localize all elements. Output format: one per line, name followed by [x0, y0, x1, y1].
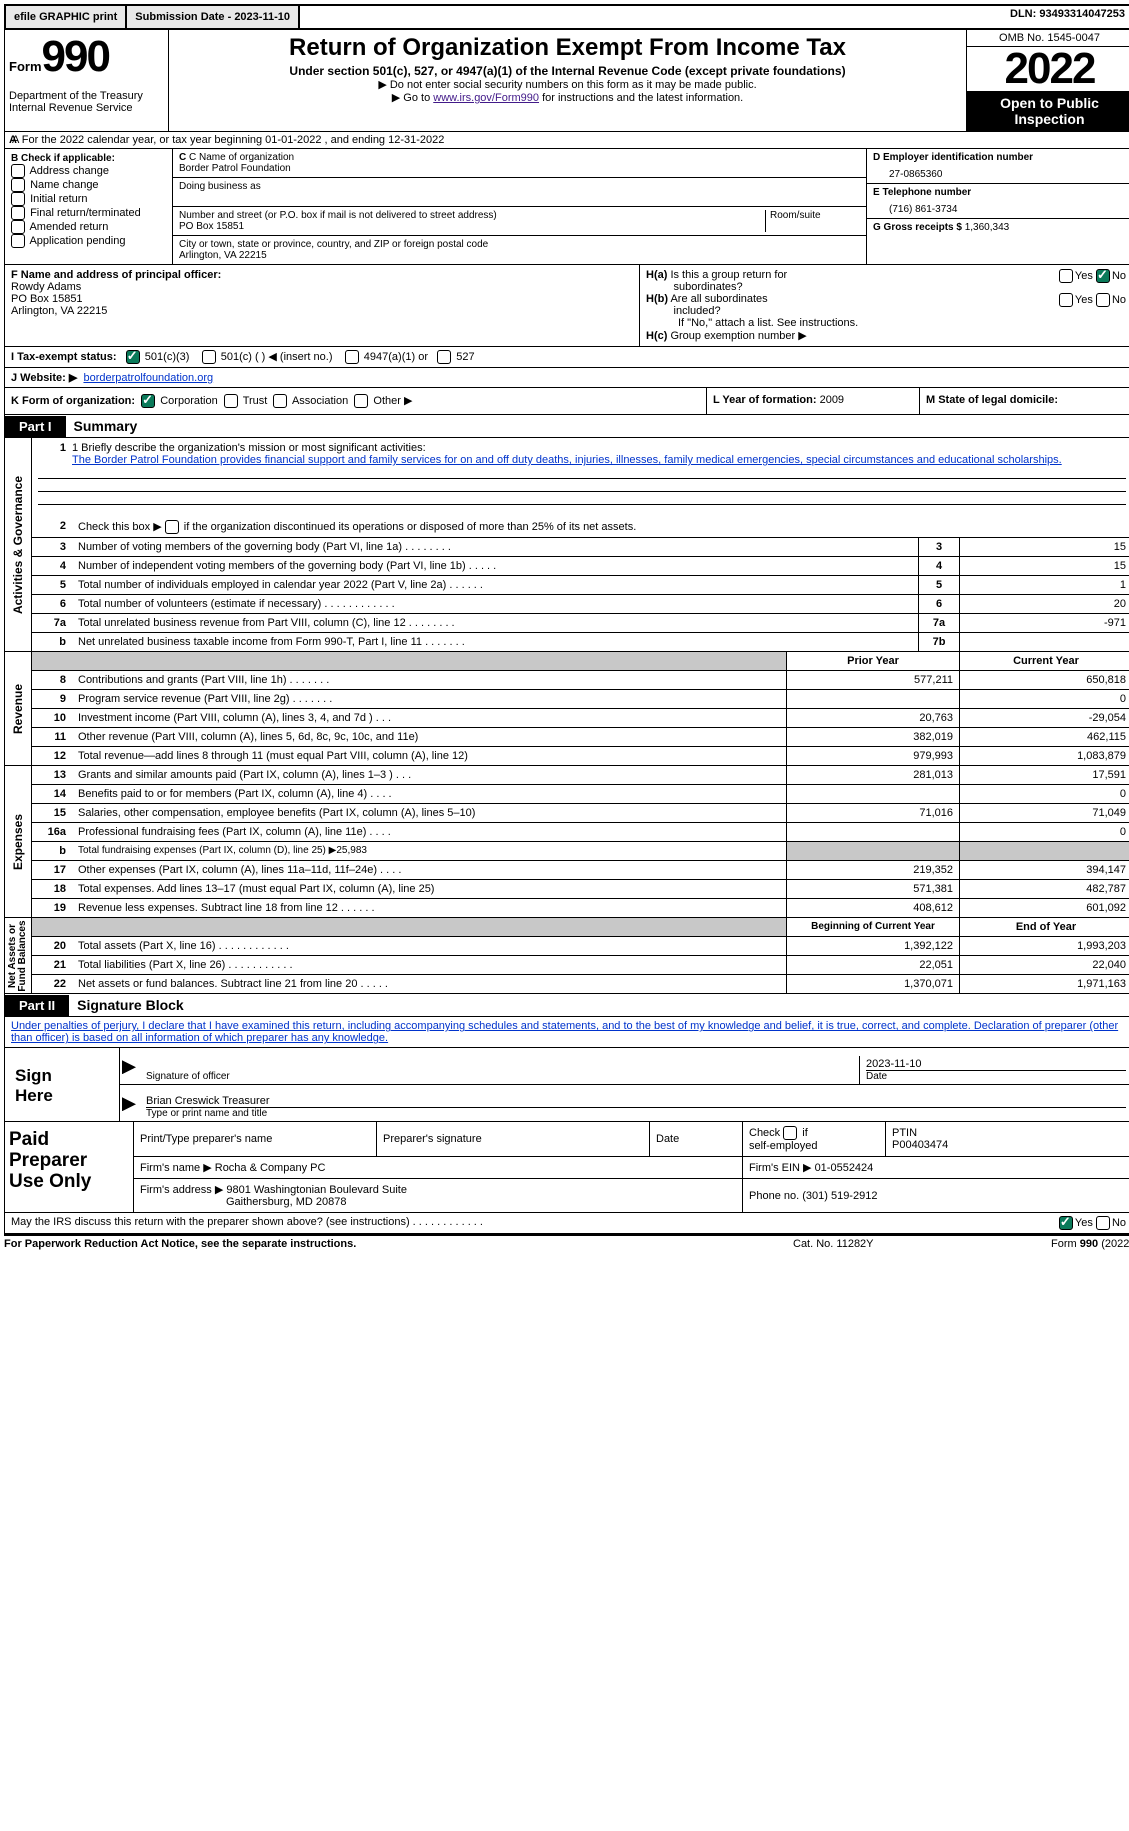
sign-date: 2023-11-10	[866, 1058, 1126, 1071]
dln-number: DLN: 93493314047253	[1004, 6, 1129, 28]
expenses-section: Expenses 13Grants and similar amounts pa…	[4, 766, 1129, 918]
vert-net: Net Assets orFund Balances	[8, 920, 28, 991]
check-initial-return[interactable]	[11, 192, 25, 206]
dept-treasury: Department of the TreasuryInternal Reven…	[9, 90, 164, 114]
spacer	[300, 6, 1004, 28]
hb-no[interactable]	[1096, 293, 1110, 307]
phone-value: (716) 861-3734	[873, 198, 1126, 215]
header-left: Form990 Department of the TreasuryIntern…	[5, 30, 169, 131]
check-pending[interactable]	[11, 234, 25, 248]
vert-exp: Expenses	[11, 814, 25, 870]
part1-title: Summary	[66, 415, 146, 437]
hb-yes[interactable]	[1059, 293, 1073, 307]
form-title: Return of Organization Exempt From Incom…	[175, 34, 960, 62]
street-value: PO Box 15851	[179, 221, 765, 232]
check-501c3[interactable]	[126, 350, 140, 364]
city-value: Arlington, VA 22215	[179, 250, 860, 261]
irs-link[interactable]: www.irs.gov/Form990	[433, 92, 539, 104]
org-name-label: C C Name of organization	[179, 152, 860, 163]
note-ssn: ▶ Do not enter social security numbers o…	[175, 78, 960, 91]
check-name-change[interactable]	[11, 178, 25, 192]
check-discontinued[interactable]	[165, 520, 179, 534]
top-toolbar: efile GRAPHIC print Submission Date - 20…	[4, 4, 1129, 30]
paperwork-notice: For Paperwork Reduction Act Notice, see …	[4, 1238, 793, 1250]
group-return: H(a) Is this a group return for subordin…	[639, 265, 1129, 346]
col-d-employer: D Employer identification number 27-0865…	[866, 149, 1129, 264]
efile-print-button[interactable]: efile GRAPHIC print	[6, 6, 127, 28]
tax-year: 2022	[967, 47, 1129, 91]
check-trust[interactable]	[224, 394, 238, 408]
arrow-icon	[122, 1097, 136, 1111]
discuss-no[interactable]	[1096, 1216, 1110, 1230]
preparer-sig: Preparer's signature	[377, 1122, 650, 1157]
note-link: ▶ Go to www.irs.gov/Form990 for instruct…	[175, 91, 960, 104]
preparer-name: Print/Type preparer's name	[134, 1122, 377, 1157]
dba-label: Doing business as	[179, 181, 860, 192]
part2-title: Signature Block	[69, 994, 192, 1016]
check-corp[interactable]	[141, 394, 155, 408]
submission-date: Submission Date - 2023-11-10	[127, 6, 300, 28]
check-address-change[interactable]	[11, 164, 25, 178]
row-a-calendar-year: A A For the 2022 calendar year, or tax y…	[4, 132, 1129, 149]
col-b-checkboxes: B Check if applicable: Address change Na…	[5, 149, 173, 264]
officer-name: Brian Creswick Treasurer	[146, 1095, 1126, 1108]
arrow-icon	[122, 1060, 136, 1074]
part1-tab: Part I	[5, 416, 66, 437]
check-other[interactable]	[354, 394, 368, 408]
city-label: City or town, state or province, country…	[179, 239, 860, 250]
perjury-statement: Under penalties of perjury, I declare th…	[4, 1017, 1129, 1048]
form-subtitle: Under section 501(c), 527, or 4947(a)(1)…	[175, 64, 960, 78]
paid-preparer-label: PaidPreparerUse Only	[5, 1122, 134, 1212]
check-527[interactable]	[437, 350, 451, 364]
section-klm: K Form of organization: Corporation Trus…	[4, 388, 1129, 415]
ha-yes[interactable]	[1059, 269, 1073, 283]
public-inspection: Open to Public Inspection	[967, 91, 1129, 131]
cat-no: Cat. No. 11282Y	[793, 1238, 993, 1250]
website-link[interactable]: borderpatrolfoundation.org	[83, 372, 213, 384]
sign-here-block: SignHere Signature of officer 2023-11-10…	[4, 1048, 1129, 1122]
section-bcd: B Check if applicable: Address change Na…	[4, 149, 1129, 265]
header-title-block: Return of Organization Exempt From Incom…	[169, 30, 966, 131]
col-c-org-info: C C Name of organization Border Patrol F…	[173, 149, 866, 264]
form-header: Form990 Department of the TreasuryIntern…	[4, 30, 1129, 132]
room-suite: Room/suite	[770, 210, 860, 232]
ha-no[interactable]	[1096, 269, 1110, 283]
part2-header: Part II Signature Block	[4, 994, 1129, 1017]
check-501c[interactable]	[202, 350, 216, 364]
ein-value: 27-0865360	[873, 163, 1126, 180]
revenue-section: Revenue Prior YearCurrent Year 8Contribu…	[4, 652, 1129, 766]
check-4947[interactable]	[345, 350, 359, 364]
header-right: OMB No. 1545-0047 2022 Open to Public In…	[966, 30, 1129, 131]
check-amended[interactable]	[11, 220, 25, 234]
check-assoc[interactable]	[273, 394, 287, 408]
principal-officer: F Name and address of principal officer:…	[5, 265, 639, 346]
gross-receipts: 1,360,343	[965, 222, 1010, 233]
form-number: Form990	[9, 32, 164, 82]
net-assets-section: Net Assets orFund Balances Beginning of …	[4, 918, 1129, 994]
activities-governance: Activities & Governance 11 Briefly descr…	[4, 438, 1129, 652]
preparer-date: Date	[650, 1122, 743, 1157]
section-ij: I Tax-exempt status: 501(c)(3) 501(c) ( …	[4, 347, 1129, 388]
mission-text: The Border Patrol Foundation provides fi…	[38, 454, 1126, 466]
officer-sig-label: Signature of officer	[140, 1069, 859, 1084]
org-name: Border Patrol Foundation	[179, 163, 860, 174]
vert-rev: Revenue	[11, 684, 25, 734]
self-employed-check: Check ifself-employed	[743, 1122, 886, 1157]
sign-here-label: SignHere	[5, 1048, 120, 1121]
ptin: PTINP00403474	[886, 1122, 1129, 1157]
part2-tab: Part II	[5, 995, 69, 1016]
discuss-yes[interactable]	[1059, 1216, 1073, 1230]
page-footer: For Paperwork Reduction Act Notice, see …	[4, 1234, 1129, 1252]
section-fh: F Name and address of principal officer:…	[4, 265, 1129, 347]
part1-header: Part I Summary	[4, 415, 1129, 438]
irs-discuss-row: May the IRS discuss this return with the…	[4, 1213, 1129, 1234]
paid-preparer-block: PaidPreparerUse Only Print/Type preparer…	[4, 1122, 1129, 1213]
street-label: Number and street (or P.O. box if mail i…	[179, 210, 765, 221]
form-footer: Form 990 (2022)	[993, 1238, 1129, 1250]
vert-gov: Activities & Governance	[11, 476, 25, 614]
check-final-return[interactable]	[11, 206, 25, 220]
